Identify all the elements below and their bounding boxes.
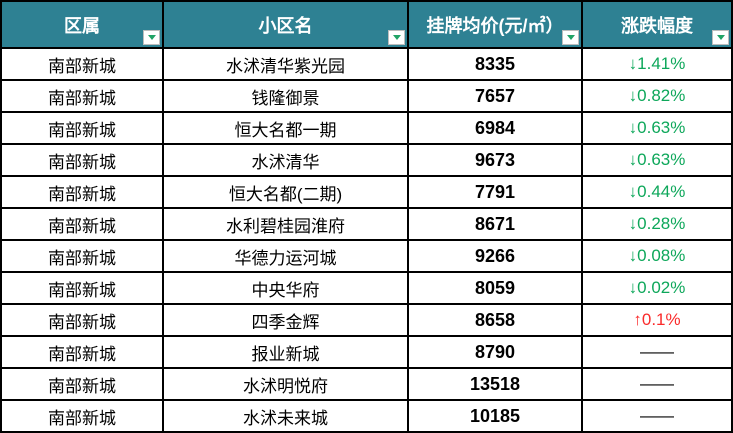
- table-row: 南部新城 水利碧桂园淮府 8671 ↓0.28%: [2, 209, 731, 239]
- price-cell[interactable]: 8335: [409, 49, 581, 79]
- community-cell[interactable]: 水利碧桂园淮府: [164, 209, 407, 239]
- table-row: 南部新城 水沭清华 9673 ↓0.63%: [2, 145, 731, 175]
- district-cell[interactable]: 南部新城: [2, 209, 162, 239]
- price-cell[interactable]: 6984: [409, 113, 581, 143]
- district-cell[interactable]: 南部新城: [2, 81, 162, 111]
- change-cell[interactable]: ——: [583, 401, 731, 431]
- district-cell[interactable]: 南部新城: [2, 145, 162, 175]
- district-cell[interactable]: 南部新城: [2, 273, 162, 303]
- filter-dropdown-button[interactable]: [143, 30, 160, 45]
- table-row: 南部新城 水沭清华紫光园 8335 ↓1.41%: [2, 49, 731, 79]
- district-cell[interactable]: 南部新城: [2, 49, 162, 79]
- community-cell[interactable]: 华德力运河城: [164, 241, 407, 271]
- price-cell[interactable]: 8059: [409, 273, 581, 303]
- community-cell[interactable]: 恒大名都一期: [164, 113, 407, 143]
- header-label-price: 挂牌均价(元/㎡）: [426, 15, 564, 36]
- price-cell[interactable]: 8790: [409, 337, 581, 367]
- filter-dropdown-icon: [716, 35, 725, 40]
- header-cell-price[interactable]: 挂牌均价(元/㎡）: [409, 2, 581, 47]
- community-cell[interactable]: 水沭未来城: [164, 401, 407, 431]
- header-label-community: 小区名: [258, 15, 313, 36]
- table-row: 南部新城 水沭未来城 10185 ——: [2, 401, 731, 431]
- community-cell[interactable]: 水沭明悦府: [164, 369, 407, 399]
- district-cell[interactable]: 南部新城: [2, 401, 162, 431]
- change-cell[interactable]: ↓1.41%: [583, 49, 731, 79]
- community-cell[interactable]: 四季金辉: [164, 305, 407, 335]
- table-row: 南部新城 中央华府 8059 ↓0.02%: [2, 273, 731, 303]
- price-cell[interactable]: 7657: [409, 81, 581, 111]
- change-cell[interactable]: ↓0.44%: [583, 177, 731, 207]
- filter-dropdown-button[interactable]: [388, 30, 405, 45]
- header-cell-community[interactable]: 小区名: [164, 2, 407, 47]
- community-cell[interactable]: 水沭清华: [164, 145, 407, 175]
- district-cell[interactable]: 南部新城: [2, 337, 162, 367]
- change-cell[interactable]: ↓0.63%: [583, 145, 731, 175]
- header-label-change: 涨跌幅度: [621, 15, 693, 36]
- community-cell[interactable]: 报业新城: [164, 337, 407, 367]
- table-row: 南部新城 四季金辉 8658 ↑0.1%: [2, 305, 731, 335]
- district-cell[interactable]: 南部新城: [2, 113, 162, 143]
- table-row: 南部新城 钱隆御景 7657 ↓0.82%: [2, 81, 731, 111]
- table-row: 南部新城 报业新城 8790 ——: [2, 337, 731, 367]
- table-row: 南部新城 恒大名都一期 6984 ↓0.63%: [2, 113, 731, 143]
- change-cell[interactable]: ——: [583, 369, 731, 399]
- price-cell[interactable]: 9673: [409, 145, 581, 175]
- district-cell[interactable]: 南部新城: [2, 305, 162, 335]
- filter-dropdown-icon: [566, 35, 575, 40]
- table-header-row: 区属 小区名 挂牌均价(元/㎡） 涨跌幅度: [2, 2, 731, 47]
- change-cell[interactable]: ↓0.02%: [583, 273, 731, 303]
- filter-dropdown-icon: [147, 35, 156, 40]
- price-cell[interactable]: 8658: [409, 305, 581, 335]
- price-cell[interactable]: 9266: [409, 241, 581, 271]
- header-cell-district[interactable]: 区属: [2, 2, 162, 47]
- price-cell[interactable]: 8671: [409, 209, 581, 239]
- table-row: 南部新城 华德力运河城 9266 ↓0.08%: [2, 241, 731, 271]
- header-cell-change[interactable]: 涨跌幅度: [583, 2, 731, 47]
- price-cell[interactable]: 10185: [409, 401, 581, 431]
- table-row: 南部新城 恒大名都(二期) 7791 ↓0.44%: [2, 177, 731, 207]
- community-cell[interactable]: 钱隆御景: [164, 81, 407, 111]
- price-cell[interactable]: 7791: [409, 177, 581, 207]
- change-cell[interactable]: ↓0.08%: [583, 241, 731, 271]
- table-row: 南部新城 水沭明悦府 13518 ——: [2, 369, 731, 399]
- change-cell[interactable]: ↓0.63%: [583, 113, 731, 143]
- filter-dropdown-icon: [392, 35, 401, 40]
- community-cell[interactable]: 水沭清华紫光园: [164, 49, 407, 79]
- price-cell[interactable]: 13518: [409, 369, 581, 399]
- change-cell[interactable]: ↑0.1%: [583, 305, 731, 335]
- district-cell[interactable]: 南部新城: [2, 177, 162, 207]
- community-cell[interactable]: 中央华府: [164, 273, 407, 303]
- filter-dropdown-button[interactable]: [712, 30, 729, 45]
- change-cell[interactable]: ↓0.82%: [583, 81, 731, 111]
- district-cell[interactable]: 南部新城: [2, 369, 162, 399]
- header-label-district: 区属: [64, 15, 100, 36]
- filter-dropdown-button[interactable]: [562, 30, 579, 45]
- change-cell[interactable]: ——: [583, 337, 731, 367]
- community-cell[interactable]: 恒大名都(二期): [164, 177, 407, 207]
- change-cell[interactable]: ↓0.28%: [583, 209, 731, 239]
- district-cell[interactable]: 南部新城: [2, 241, 162, 271]
